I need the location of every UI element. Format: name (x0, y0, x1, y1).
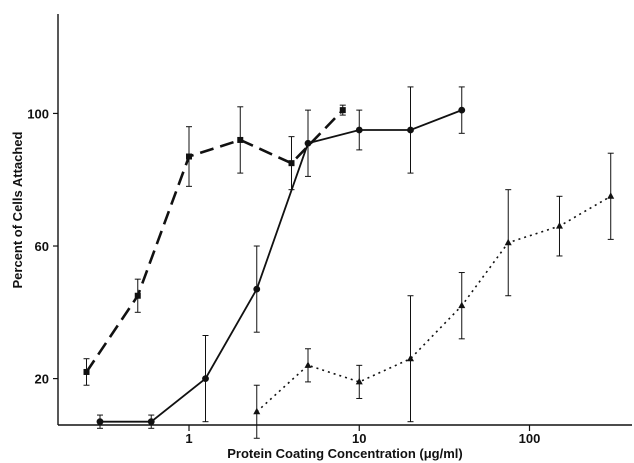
data-point (407, 354, 415, 362)
data-point (458, 301, 466, 309)
data-point (407, 126, 414, 134)
data-point (355, 377, 363, 385)
data-point (134, 292, 141, 299)
x-tick-label: 1 (185, 431, 192, 446)
data-point (304, 139, 312, 147)
data-point (147, 418, 155, 426)
data-point (96, 418, 104, 426)
x-tick-label: 100 (519, 431, 541, 446)
series-solid (96, 86, 466, 429)
series-line (85, 109, 344, 373)
data-point (607, 192, 615, 199)
data-point (253, 285, 261, 293)
series-line (256, 195, 612, 413)
y-tick-label: 100 (27, 106, 49, 121)
data-point (83, 368, 90, 375)
series-dotted (253, 152, 615, 439)
data-point (237, 136, 244, 143)
data-point (186, 153, 193, 160)
data-point (458, 106, 466, 114)
data-point (253, 407, 261, 415)
data-point (288, 160, 295, 167)
data-point (339, 107, 346, 114)
data-point (504, 238, 512, 246)
data-point (304, 361, 312, 368)
data-point (555, 222, 563, 229)
series-group (83, 86, 615, 439)
axes: 1 10 100 20 60 100 (27, 14, 632, 446)
x-axis-title: Protein Coating Concentration (μg/ml) (227, 446, 462, 461)
x-tick-label: 10 (352, 431, 366, 446)
data-point (355, 126, 363, 134)
series-line (100, 109, 463, 423)
data-point (202, 375, 209, 382)
y-tick-label: 20 (35, 372, 49, 387)
y-axis-title: Percent of Cells Attached (10, 131, 25, 288)
y-tick-label: 60 (35, 239, 49, 254)
